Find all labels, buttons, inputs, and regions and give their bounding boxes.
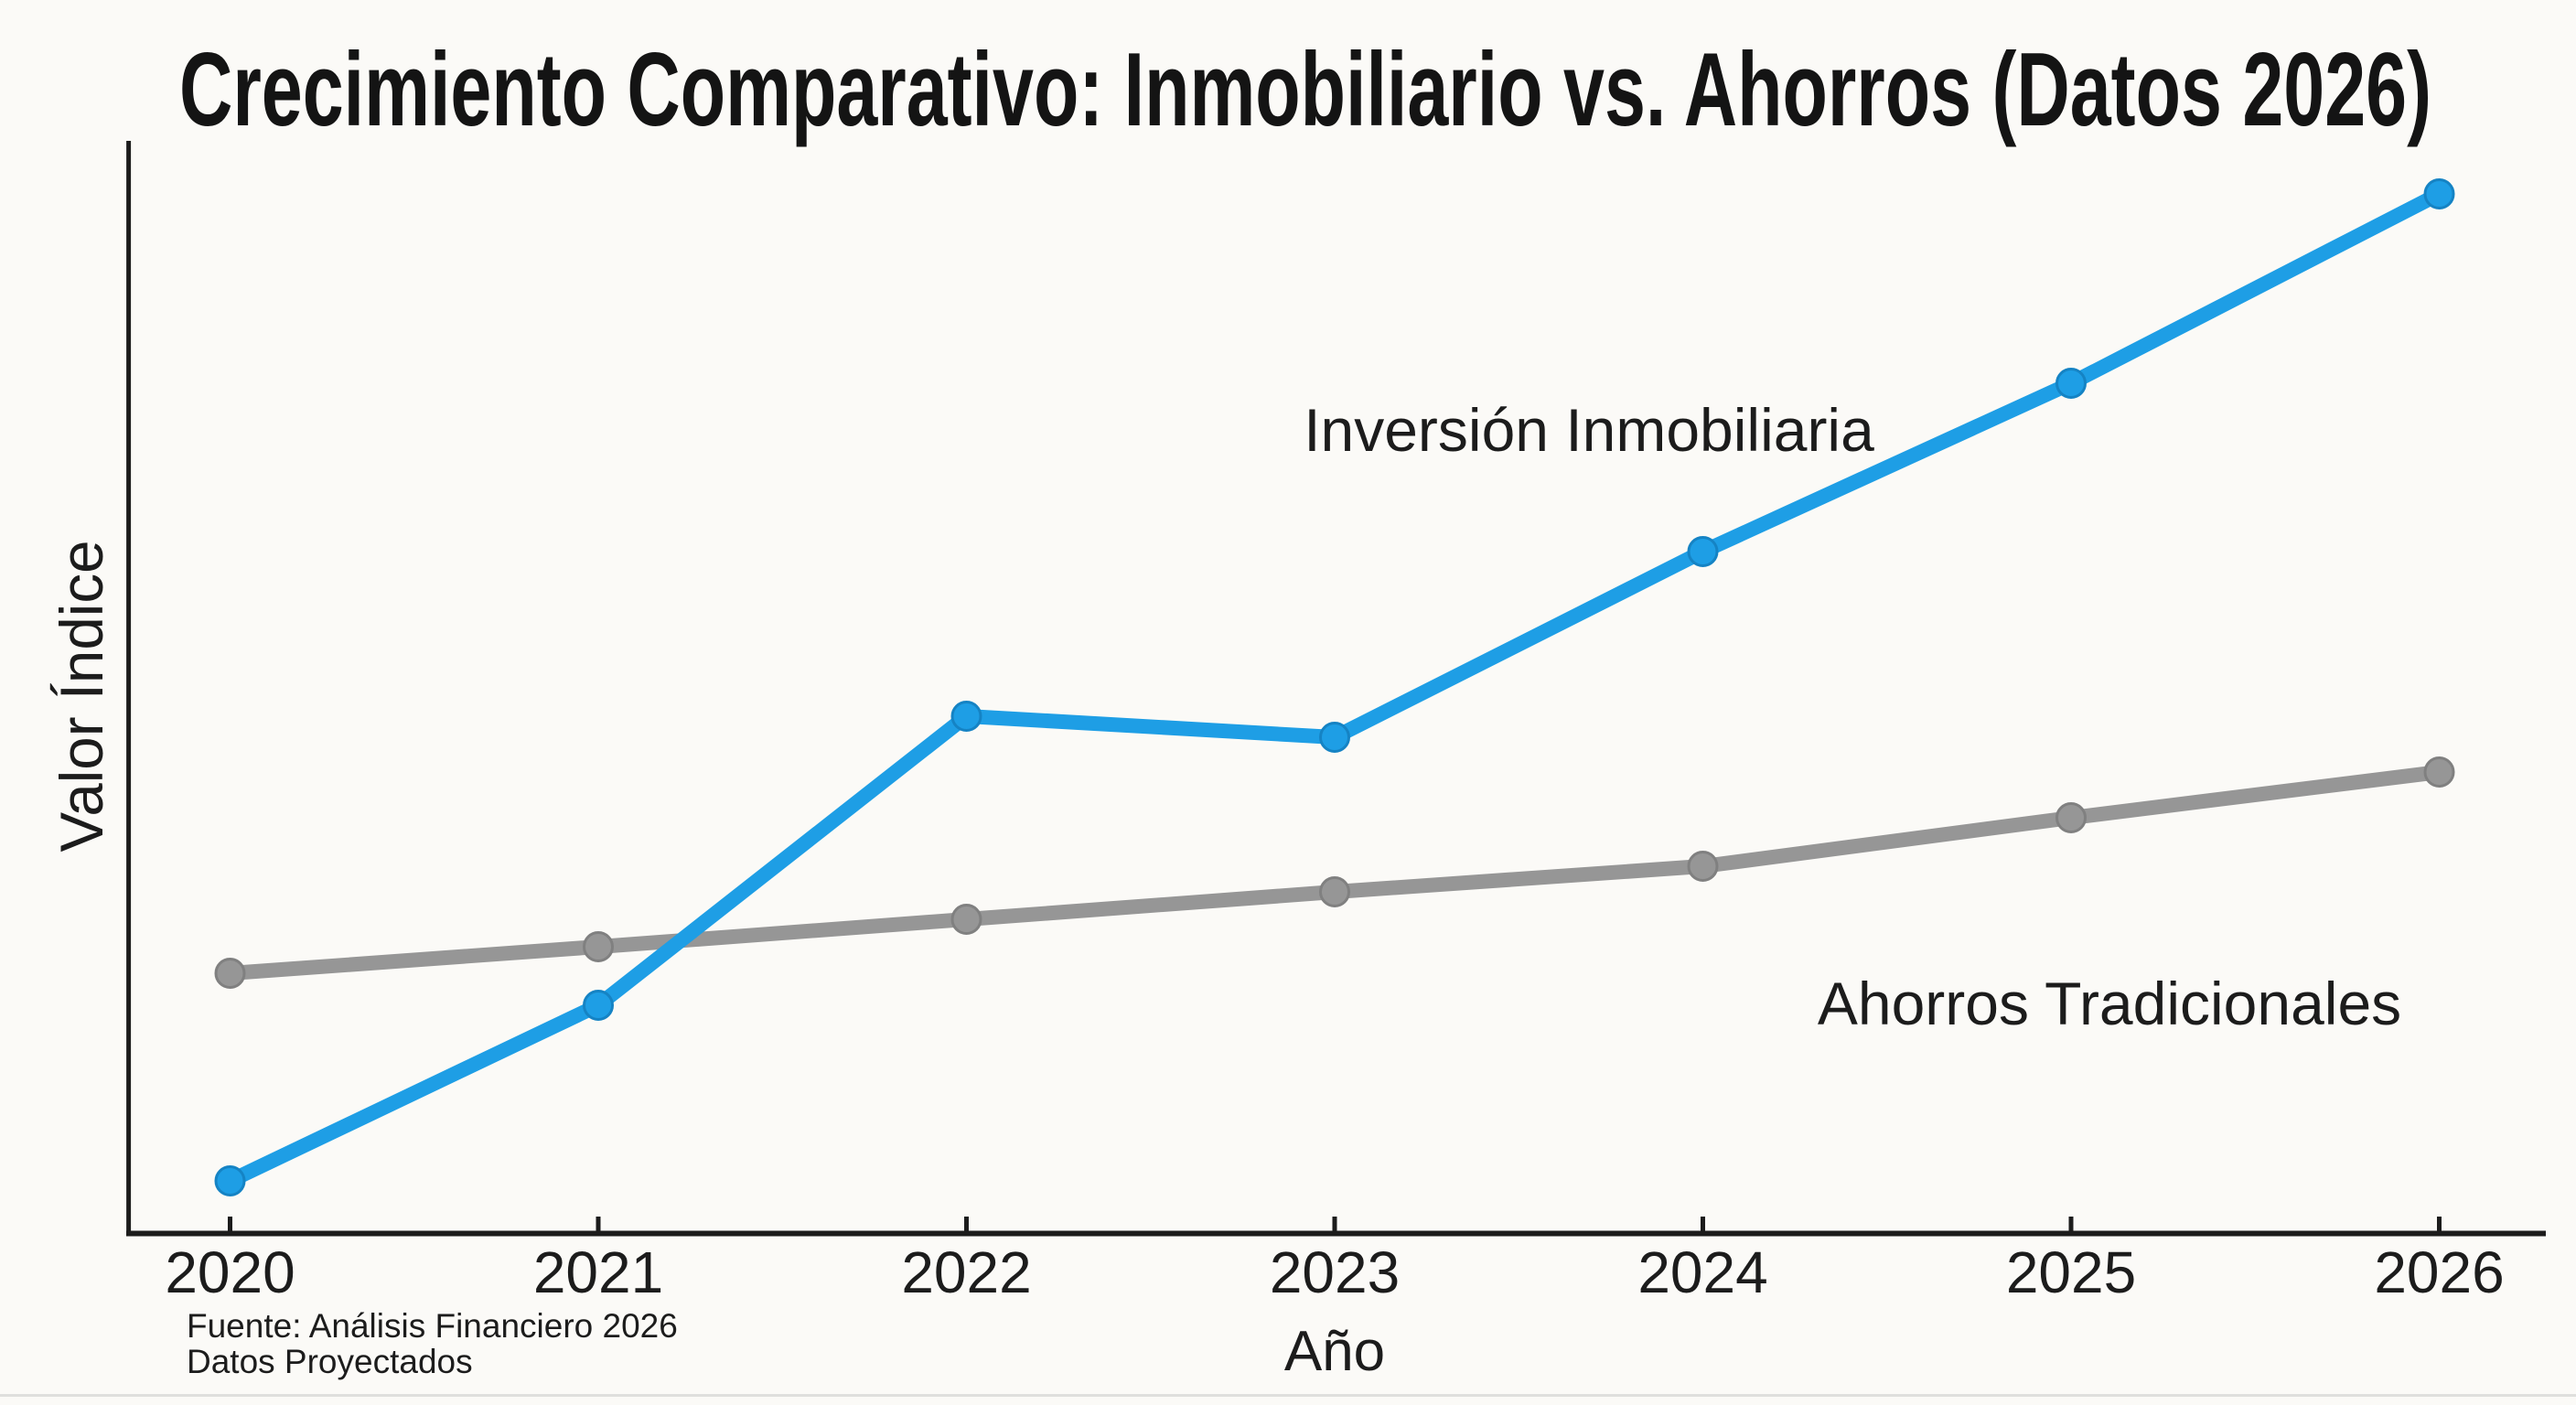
svg-text:2022: 2022	[901, 1239, 1031, 1305]
svg-text:Crecimiento Comparativo: Inmob: Crecimiento Comparativo: Inmobiliario vs…	[179, 32, 2431, 148]
svg-text:2020: 2020	[165, 1239, 295, 1305]
svg-text:Ahorros Tradicionales: Ahorros Tradicionales	[1818, 970, 2401, 1037]
svg-text:Valor Índice: Valor Índice	[48, 541, 115, 853]
svg-text:Datos Proyectados: Datos Proyectados	[187, 1343, 473, 1380]
svg-text:2021: 2021	[533, 1239, 663, 1305]
svg-text:2025: 2025	[2006, 1239, 2136, 1305]
svg-text:2024: 2024	[1637, 1239, 1767, 1305]
svg-text:Inversión Inmobiliaria: Inversión Inmobiliaria	[1304, 396, 1874, 464]
svg-text:Fuente: Análisis Financiero 20: Fuente: Análisis Financiero 2026	[187, 1307, 678, 1345]
svg-text:2026: 2026	[2374, 1239, 2504, 1305]
svg-text:Año: Año	[1284, 1320, 1385, 1383]
svg-text:2023: 2023	[1270, 1239, 1400, 1305]
